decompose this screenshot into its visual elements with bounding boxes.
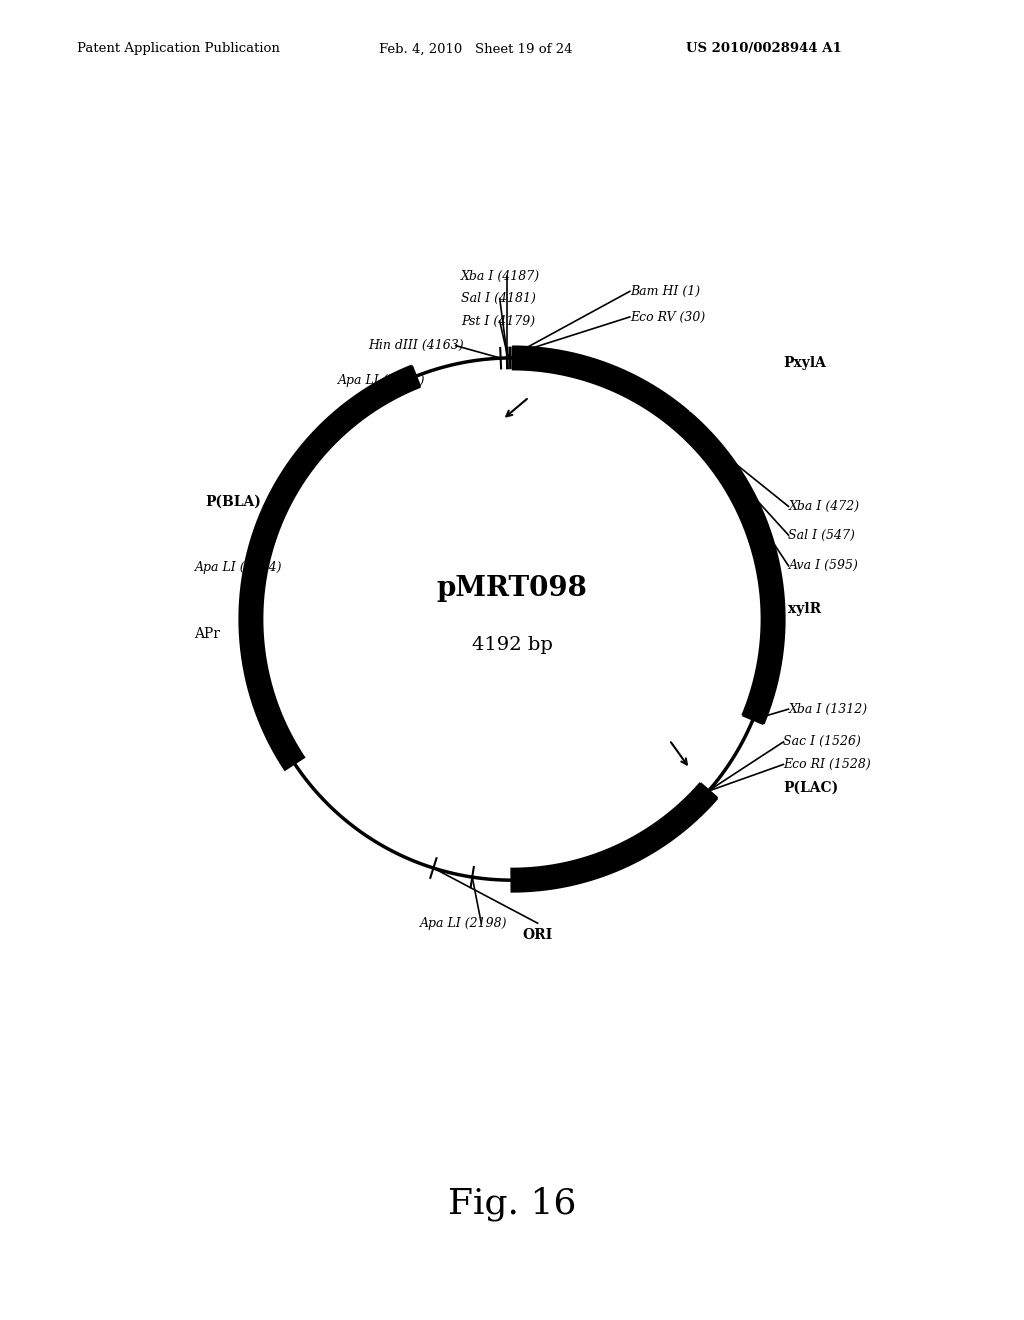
Text: 4192 bp: 4192 bp xyxy=(472,636,552,653)
Text: ORI: ORI xyxy=(522,928,553,942)
Text: Apa LI (3941): Apa LI (3941) xyxy=(338,374,425,387)
Text: Apa LI (2198): Apa LI (2198) xyxy=(420,916,507,929)
Text: Sal I (4181): Sal I (4181) xyxy=(461,292,536,305)
Text: Sal I (547): Sal I (547) xyxy=(788,528,855,541)
Text: Pst I (4179): Pst I (4179) xyxy=(461,314,535,327)
Text: Sac I (1526): Sac I (1526) xyxy=(783,735,861,748)
Text: Fig. 16: Fig. 16 xyxy=(447,1187,577,1221)
Text: Apa LI (3444): Apa LI (3444) xyxy=(195,561,282,574)
Text: P(LAC): P(LAC) xyxy=(783,781,839,795)
Text: APr: APr xyxy=(195,627,220,642)
Text: Eco RV (30): Eco RV (30) xyxy=(630,310,705,323)
Text: Hin dIII (4163): Hin dIII (4163) xyxy=(369,339,464,352)
Text: Ava I (595): Ava I (595) xyxy=(788,560,858,573)
Text: Xba I (1312): Xba I (1312) xyxy=(788,702,867,715)
Text: P(BLA): P(BLA) xyxy=(205,494,261,508)
Text: Patent Application Publication: Patent Application Publication xyxy=(77,42,280,55)
Text: Eco RI (1528): Eco RI (1528) xyxy=(783,758,871,771)
Text: Xba I (472): Xba I (472) xyxy=(788,500,859,513)
Text: Xba I (4187): Xba I (4187) xyxy=(461,269,540,282)
Text: Feb. 4, 2010   Sheet 19 of 24: Feb. 4, 2010 Sheet 19 of 24 xyxy=(379,42,572,55)
Text: US 2010/0028944 A1: US 2010/0028944 A1 xyxy=(686,42,842,55)
Text: pMRT098: pMRT098 xyxy=(436,574,588,602)
Text: PxylA: PxylA xyxy=(783,356,826,370)
Text: Bam HI (1): Bam HI (1) xyxy=(630,285,699,298)
Text: xylR: xylR xyxy=(788,602,821,616)
